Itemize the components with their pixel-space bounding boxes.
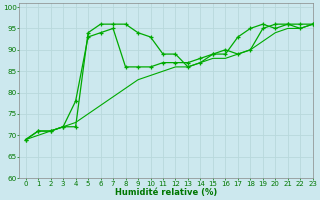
X-axis label: Humidité relative (%): Humidité relative (%) <box>115 188 217 197</box>
